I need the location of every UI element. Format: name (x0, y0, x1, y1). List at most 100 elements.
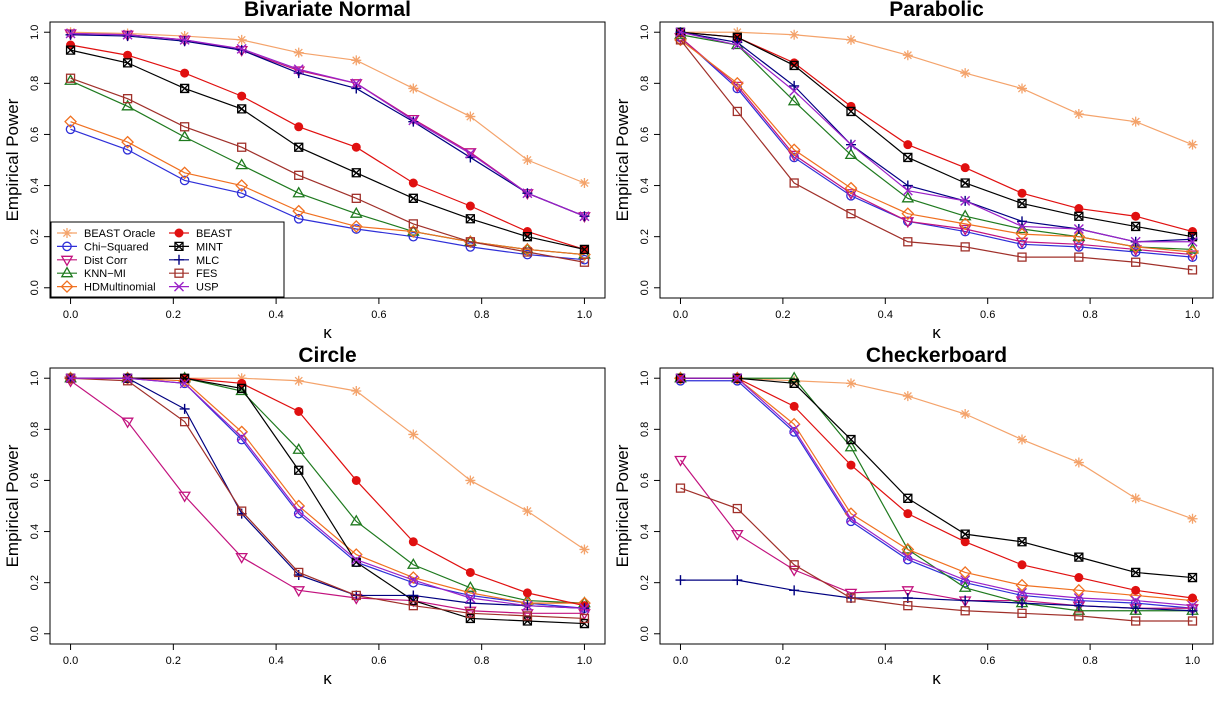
series-line (70, 377, 585, 604)
data-point (1017, 198, 1027, 209)
series-line (680, 377, 1193, 607)
data-point (351, 142, 361, 152)
data-point (846, 460, 856, 470)
series-dist-corr (674, 455, 1199, 616)
series-line (70, 121, 585, 256)
data-point (903, 140, 913, 150)
data-point (960, 606, 970, 616)
chart-title: Parabolic (889, 0, 984, 21)
series-beast (66, 373, 589, 611)
data-point (1131, 211, 1141, 221)
series-line (680, 31, 1193, 243)
data-point (960, 529, 970, 539)
data-point (179, 34, 190, 45)
plot-frame (49, 367, 606, 645)
data-point (351, 590, 361, 601)
series-line (680, 487, 1193, 622)
data-point (293, 47, 304, 58)
data-point (293, 508, 304, 519)
data-point (349, 206, 363, 218)
series-mint (65, 45, 590, 255)
data-point (522, 155, 533, 165)
data-point (522, 506, 533, 517)
data-point (903, 509, 913, 519)
data-point (844, 148, 858, 160)
data-point (1074, 211, 1084, 221)
data-point (179, 36, 190, 47)
series-usp (65, 28, 590, 222)
series-beast-oracle (65, 27, 590, 188)
series-beast-oracle (675, 27, 1198, 150)
data-point (844, 440, 858, 452)
data-point (789, 560, 799, 570)
data-point (236, 43, 247, 54)
series-dist-corr (64, 29, 591, 224)
data-point (1017, 560, 1027, 570)
data-point (465, 593, 476, 603)
series-mint (65, 373, 590, 629)
x-tick-label: 0.0 (63, 655, 78, 667)
data-point (1131, 616, 1141, 626)
legend-marker (60, 280, 74, 294)
data-point (351, 55, 362, 66)
series-line (680, 34, 1193, 251)
data-point (1017, 216, 1028, 227)
x-tick-label: 0.0 (673, 655, 688, 667)
x-tick-label: 0.2 (775, 655, 790, 667)
data-point (1017, 188, 1027, 198)
legend-item-chi-squared: Chi−Squared (57, 241, 149, 253)
data-point (1074, 252, 1084, 262)
chart-title: Circle (298, 344, 356, 367)
data-point (846, 434, 856, 445)
y-axis-label: Empirical Power (613, 444, 632, 567)
data-point (1017, 83, 1028, 94)
legend-label: KNN−MI (84, 268, 126, 280)
y-tick-label: 0.2 (29, 575, 41, 590)
y-tick-label: 1.0 (29, 25, 41, 40)
data-point (730, 529, 744, 541)
x-tick-label: 0.2 (775, 309, 790, 321)
data-point (522, 616, 533, 626)
data-point (1015, 222, 1029, 234)
data-point (902, 180, 913, 191)
data-point (675, 27, 686, 38)
series-line (680, 36, 1193, 258)
data-point (960, 163, 970, 173)
series-mint (675, 373, 1198, 583)
data-point (1187, 265, 1198, 275)
data-point (121, 99, 134, 111)
data-point (294, 406, 304, 416)
x-tick-label: 0.8 (1082, 655, 1097, 667)
data-point (522, 247, 533, 257)
data-point (408, 115, 419, 126)
series-line (70, 128, 585, 261)
data-point (408, 575, 419, 586)
data-point (122, 373, 133, 384)
y-axis-label: Empirical Power (613, 98, 632, 221)
data-point (522, 611, 533, 621)
data-point (960, 575, 971, 586)
legend-marker (62, 241, 72, 252)
data-point (789, 424, 800, 435)
series-line (70, 377, 585, 607)
data-point (846, 209, 856, 219)
data-point (179, 378, 190, 389)
data-point (351, 168, 361, 178)
x-axis-label: κ (323, 669, 332, 688)
data-point (293, 506, 304, 517)
data-point (789, 29, 800, 40)
data-point (1187, 236, 1198, 247)
y-tick-label: 0.2 (29, 229, 41, 244)
data-point (732, 40, 743, 50)
data-point (1072, 230, 1086, 244)
data-point (1017, 608, 1027, 618)
y-tick-label: 1.0 (639, 371, 651, 386)
legend-item-beast-oracle: BEAST Oracle (57, 228, 155, 240)
x-tick-label: 0.2 (166, 655, 181, 667)
data-point (179, 403, 190, 414)
series-knn-mi (64, 371, 591, 608)
data-point (675, 483, 686, 493)
legend-marker (174, 241, 184, 252)
data-point (406, 225, 420, 238)
